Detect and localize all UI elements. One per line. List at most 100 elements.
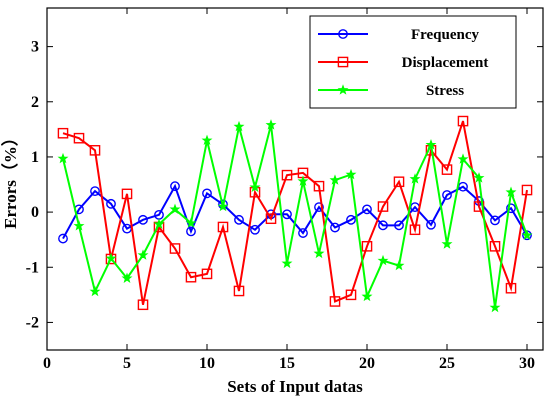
- data-point-displacement: [521, 184, 533, 196]
- data-point-frequency: [362, 204, 372, 215]
- data-point-stress: [265, 119, 277, 130]
- y-tick-label: 2: [31, 94, 39, 111]
- data-point-frequency: [234, 214, 244, 225]
- data-point-stress: [201, 134, 213, 146]
- data-point-frequency: [346, 214, 356, 225]
- data-point-frequency: [170, 181, 180, 192]
- legend-swatch-marker: [337, 56, 349, 68]
- data-point-stress: [297, 175, 309, 186]
- y-tick-label: -2: [26, 314, 39, 331]
- data-point-displacement: [393, 176, 405, 188]
- data-point-stress: [473, 172, 485, 183]
- axes-layer: 0 5 10 15 20 25 30 -2 -1 0 1 2 3: [26, 7, 544, 372]
- series-layer: [57, 115, 533, 313]
- y-axis-label: Errors（%）: [0, 129, 20, 229]
- data-point-displacement: [489, 240, 501, 252]
- legend: Frequency Displacement Stress: [309, 15, 517, 109]
- data-point-frequency: [250, 224, 260, 235]
- data-point-displacement: [73, 132, 85, 144]
- legend-entry-frequency: Frequency: [318, 27, 480, 43]
- data-point-displacement: [201, 268, 213, 280]
- data-point-displacement: [265, 213, 277, 225]
- plot-frame: [46, 7, 544, 351]
- data-point-stress: [457, 153, 469, 164]
- data-point-displacement: [377, 201, 389, 212]
- data-point-stress: [361, 290, 373, 302]
- data-point-stress: [313, 247, 325, 259]
- data-point-stress: [57, 152, 69, 164]
- data-point-frequency: [298, 228, 308, 238]
- data-point-stress: [281, 257, 293, 269]
- legend-swatch-marker: [337, 84, 349, 95]
- data-point-frequency: [106, 198, 116, 209]
- x-tick-label: 25: [439, 355, 455, 372]
- data-point-frequency: [314, 202, 324, 213]
- data-point-displacement: [361, 240, 373, 252]
- y-tick-label: -1: [26, 259, 39, 276]
- y-tick-label: 3: [31, 39, 39, 56]
- data-point-frequency: [442, 190, 452, 200]
- data-point-stress: [89, 285, 101, 297]
- data-point-stress: [217, 200, 229, 212]
- data-point-stress: [425, 139, 437, 150]
- data-point-stress: [73, 220, 85, 231]
- data-point-frequency: [202, 188, 212, 199]
- data-point-stress: [185, 217, 197, 228]
- data-point-stress: [105, 252, 117, 264]
- data-point-frequency: [394, 220, 404, 231]
- data-point-stress: [169, 203, 181, 215]
- data-point-displacement: [329, 296, 341, 307]
- data-point-stress: [329, 174, 341, 185]
- y-tick-label: 0: [31, 204, 39, 221]
- data-point-frequency: [490, 215, 500, 226]
- data-point-displacement: [89, 145, 101, 156]
- data-point-displacement: [217, 221, 229, 233]
- data-point-stress: [505, 186, 517, 197]
- data-point-displacement: [281, 169, 293, 181]
- data-point-stress: [489, 301, 501, 313]
- data-point-frequency: [90, 186, 100, 197]
- data-point-frequency: [506, 203, 516, 214]
- data-point-stress: [409, 173, 421, 184]
- data-point-stress: [137, 249, 149, 260]
- x-tick-label: 0: [43, 355, 51, 372]
- data-point-stress: [441, 238, 453, 249]
- data-point-displacement: [137, 299, 149, 311]
- data-point-displacement: [185, 271, 197, 283]
- data-point-stress: [249, 181, 261, 192]
- data-point-frequency: [330, 222, 340, 233]
- data-point-displacement: [345, 289, 357, 301]
- legend-entry-displacement: Displacement: [318, 55, 488, 71]
- legend-label-displacement: Displacement: [402, 55, 489, 71]
- data-point-displacement: [121, 188, 133, 200]
- series-line-displacement: [62, 120, 528, 305]
- x-tick-label: 5: [123, 355, 131, 372]
- x-tick-label: 30: [519, 355, 535, 372]
- data-point-stress: [521, 229, 533, 240]
- legend-entry-stress: Stress: [318, 83, 464, 99]
- data-point-frequency: [378, 220, 388, 231]
- x-tick-label: 15: [279, 355, 295, 372]
- series-line-stress: [62, 124, 528, 308]
- legend-label-frequency: Frequency: [411, 27, 480, 43]
- data-point-stress: [393, 259, 405, 271]
- data-point-stress: [121, 272, 133, 283]
- series-stress: [57, 119, 533, 313]
- data-point-displacement: [505, 282, 517, 294]
- data-point-stress: [233, 120, 245, 132]
- data-point-displacement: [457, 115, 469, 127]
- x-tick-label: 20: [359, 355, 375, 372]
- data-point-frequency: [426, 219, 436, 230]
- data-point-frequency: [282, 209, 292, 220]
- data-point-stress: [345, 168, 357, 180]
- x-tick-label: 10: [199, 355, 215, 372]
- data-point-stress: [377, 254, 389, 266]
- data-point-displacement: [441, 164, 453, 175]
- data-point-frequency: [58, 233, 68, 244]
- x-axis-label: Sets of Input datas: [227, 377, 363, 396]
- data-point-frequency: [138, 214, 148, 225]
- data-point-displacement: [57, 127, 69, 139]
- legend-label-stress: Stress: [426, 83, 464, 99]
- data-point-frequency: [186, 226, 196, 237]
